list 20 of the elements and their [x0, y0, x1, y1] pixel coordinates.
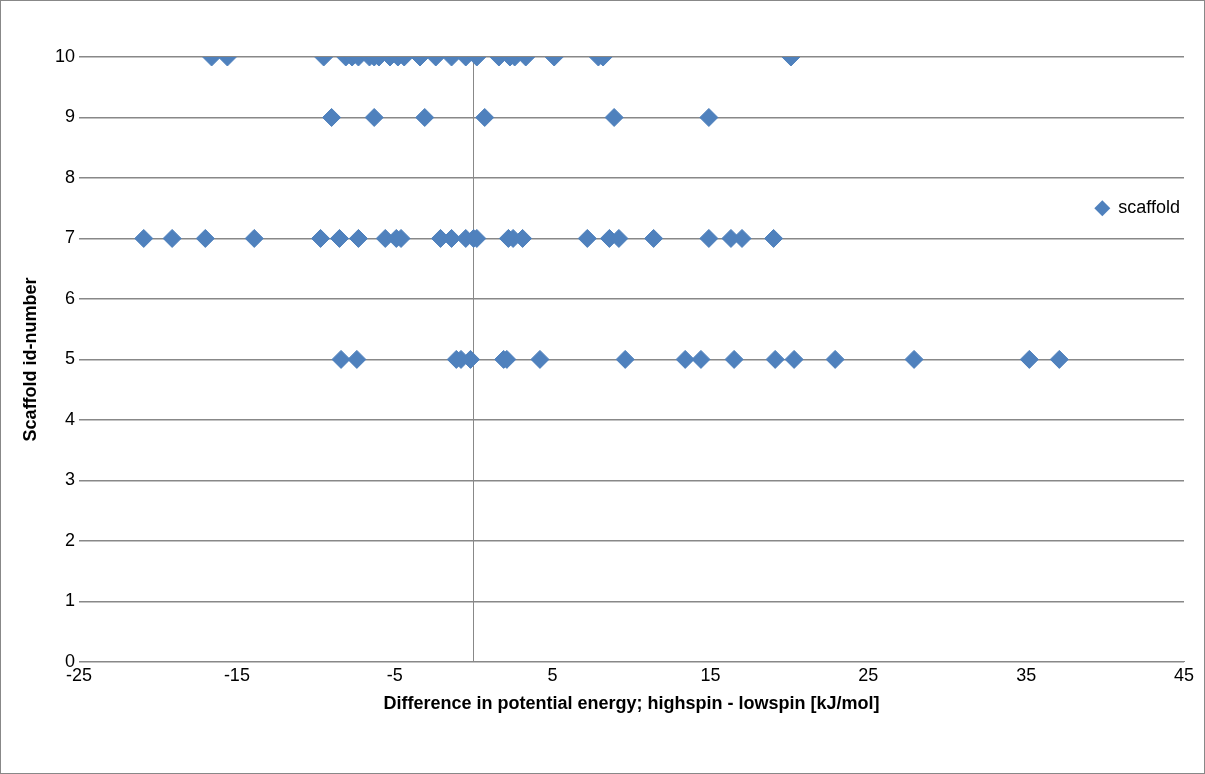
y-tick-label: 7 — [65, 227, 76, 248]
y-tick-label: 1 — [65, 590, 76, 611]
x-axis-title: Difference in potential energy; highspin - lowspin [kJ/mol] — [383, 693, 880, 714]
y-tick-label: 3 — [65, 469, 76, 490]
y-tick-label: 5 — [65, 348, 76, 369]
x-tick-label: 25 — [858, 664, 879, 685]
y-tick-label: 2 — [65, 529, 76, 550]
x-tick-label: 5 — [547, 664, 558, 685]
y-tick-label: 10 — [54, 45, 76, 66]
y-tick-label: 8 — [65, 166, 76, 187]
x-tick-label: 45 — [1173, 664, 1195, 685]
y-tick-label: 6 — [65, 287, 76, 308]
x-tick-label: 15 — [700, 664, 721, 685]
y-tick-label: 4 — [65, 408, 76, 429]
x-tick-label: 35 — [1016, 664, 1037, 685]
legend-label: scaffold — [1118, 197, 1181, 218]
x-tick-label: -15 — [223, 664, 250, 685]
y-tick-label: 9 — [65, 106, 76, 127]
y-axis-title: Scaffold id-number — [19, 277, 40, 442]
x-tick-label: -5 — [386, 664, 403, 685]
